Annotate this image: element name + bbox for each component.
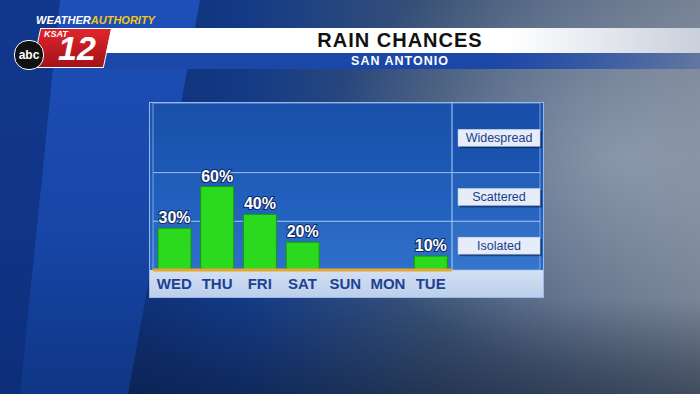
- html-text:KSAT: KSAT: [44, 29, 68, 39]
- svg-text:40%: 40%: [244, 195, 276, 212]
- svg-text:WED: WED: [157, 275, 192, 292]
- svg-text:60%: 60%: [201, 168, 233, 185]
- svg-text:SUN: SUN: [329, 275, 361, 292]
- svg-text:THU: THU: [202, 275, 233, 292]
- svg-text:30%: 30%: [158, 209, 190, 226]
- html-text:WEATHER AUTHORITY: WEATHER AUTHORITY: [36, 14, 155, 26]
- html-text:SAN ANTONIO: SAN ANTONIO: [351, 54, 449, 68]
- svg-text:Widespread: Widespread: [466, 131, 533, 145]
- svg-text:20%: 20%: [287, 223, 319, 240]
- svg-text:FRI: FRI: [248, 275, 272, 292]
- svg-text:Isolated: Isolated: [477, 239, 521, 253]
- svg-text:10%: 10%: [415, 237, 447, 254]
- svg-text:MON: MON: [370, 275, 405, 292]
- svg-text:SAT: SAT: [288, 275, 317, 292]
- svg-text:TUE: TUE: [416, 275, 446, 292]
- html-text:abc: abc: [18, 48, 40, 62]
- svg-text:Scattered: Scattered: [472, 190, 526, 204]
- html-text:RAIN CHANCES: RAIN CHANCES: [317, 29, 483, 51]
- html-text:12: 12: [58, 29, 96, 67]
